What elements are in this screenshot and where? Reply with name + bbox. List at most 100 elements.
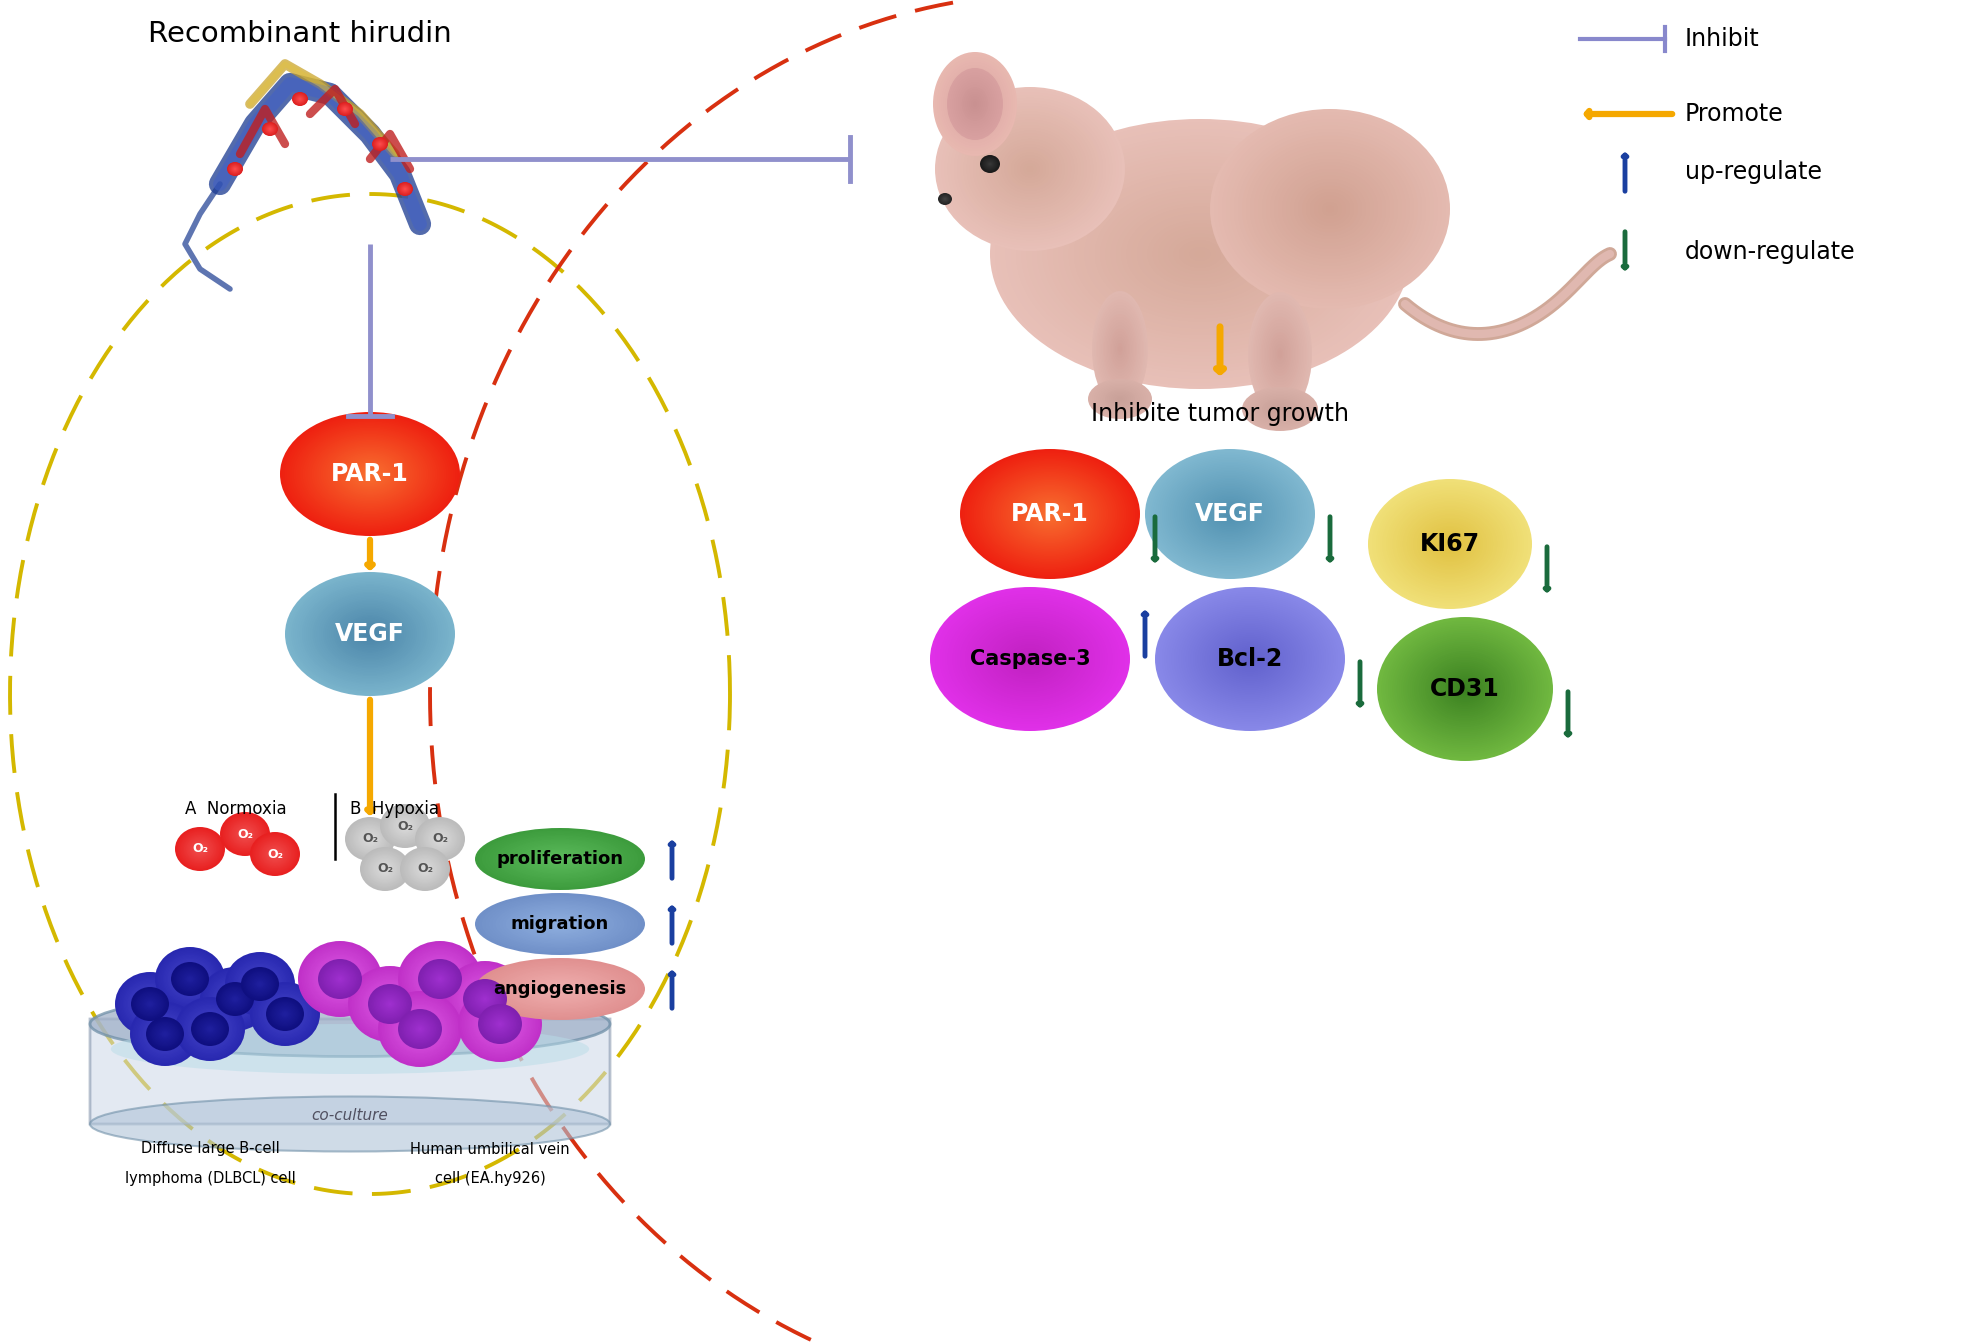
Ellipse shape xyxy=(433,832,448,845)
Ellipse shape xyxy=(397,183,413,195)
Ellipse shape xyxy=(1032,501,1067,527)
Ellipse shape xyxy=(200,966,270,1031)
Ellipse shape xyxy=(1178,474,1282,552)
Ellipse shape xyxy=(385,1000,395,1008)
Ellipse shape xyxy=(256,837,294,871)
Ellipse shape xyxy=(331,448,409,500)
Ellipse shape xyxy=(466,982,504,1016)
Ellipse shape xyxy=(1381,621,1550,758)
Ellipse shape xyxy=(470,985,500,1012)
Ellipse shape xyxy=(133,1004,196,1063)
Ellipse shape xyxy=(490,1015,510,1034)
Ellipse shape xyxy=(512,972,607,1007)
Ellipse shape xyxy=(317,438,423,509)
Ellipse shape xyxy=(425,825,456,853)
Ellipse shape xyxy=(311,590,429,677)
Ellipse shape xyxy=(990,630,1069,688)
Ellipse shape xyxy=(1391,497,1510,591)
Ellipse shape xyxy=(1091,292,1149,407)
Ellipse shape xyxy=(419,820,460,857)
Ellipse shape xyxy=(190,841,208,856)
Ellipse shape xyxy=(159,950,222,1008)
Ellipse shape xyxy=(492,1016,508,1032)
Ellipse shape xyxy=(488,833,631,886)
Ellipse shape xyxy=(482,1007,518,1040)
Ellipse shape xyxy=(932,52,1018,156)
Ellipse shape xyxy=(1450,676,1480,702)
Ellipse shape xyxy=(1222,508,1238,520)
Ellipse shape xyxy=(1411,644,1520,734)
Ellipse shape xyxy=(268,999,304,1030)
Ellipse shape xyxy=(234,960,286,1008)
Ellipse shape xyxy=(383,997,397,1011)
Ellipse shape xyxy=(1202,624,1298,695)
Ellipse shape xyxy=(952,603,1107,715)
Ellipse shape xyxy=(381,996,399,1012)
Ellipse shape xyxy=(276,1005,296,1023)
Ellipse shape xyxy=(940,195,950,203)
Ellipse shape xyxy=(343,108,345,110)
Ellipse shape xyxy=(1401,637,1530,741)
Ellipse shape xyxy=(363,832,377,845)
Ellipse shape xyxy=(986,161,994,167)
Ellipse shape xyxy=(244,969,276,999)
Ellipse shape xyxy=(1212,630,1288,688)
Ellipse shape xyxy=(411,1021,429,1038)
Text: O₂: O₂ xyxy=(433,832,448,845)
Ellipse shape xyxy=(482,996,488,1003)
Ellipse shape xyxy=(242,968,278,1000)
Ellipse shape xyxy=(956,81,994,128)
Ellipse shape xyxy=(1079,176,1321,332)
Ellipse shape xyxy=(335,450,405,497)
Ellipse shape xyxy=(252,976,268,992)
Ellipse shape xyxy=(1452,679,1478,700)
Text: cell (EA.hy926): cell (EA.hy926) xyxy=(434,1172,546,1187)
Ellipse shape xyxy=(171,962,208,996)
Ellipse shape xyxy=(220,986,248,1012)
Ellipse shape xyxy=(944,95,1115,243)
Text: Diffuse large B-cell: Diffuse large B-cell xyxy=(141,1141,280,1156)
Ellipse shape xyxy=(419,1027,423,1031)
Ellipse shape xyxy=(1244,388,1315,430)
Ellipse shape xyxy=(230,821,260,847)
Ellipse shape xyxy=(212,978,258,1020)
Ellipse shape xyxy=(1260,317,1300,391)
Ellipse shape xyxy=(228,992,242,1005)
Ellipse shape xyxy=(1036,504,1063,524)
Ellipse shape xyxy=(1274,341,1286,367)
Ellipse shape xyxy=(1298,183,1361,235)
Ellipse shape xyxy=(964,452,1135,575)
Ellipse shape xyxy=(264,844,286,864)
Ellipse shape xyxy=(377,862,393,876)
Ellipse shape xyxy=(363,851,407,887)
Ellipse shape xyxy=(389,1001,450,1056)
Ellipse shape xyxy=(1177,603,1323,715)
Ellipse shape xyxy=(169,960,210,999)
Ellipse shape xyxy=(474,892,645,956)
Ellipse shape xyxy=(288,574,452,695)
Ellipse shape xyxy=(1250,391,1309,426)
Ellipse shape xyxy=(1020,161,1040,177)
Ellipse shape xyxy=(234,825,256,843)
Ellipse shape xyxy=(290,418,450,530)
Ellipse shape xyxy=(266,126,274,132)
Ellipse shape xyxy=(1397,633,1534,745)
Ellipse shape xyxy=(1117,398,1123,401)
Ellipse shape xyxy=(298,97,304,101)
Ellipse shape xyxy=(250,974,270,993)
Ellipse shape xyxy=(948,98,1113,241)
Ellipse shape xyxy=(1103,388,1137,410)
Ellipse shape xyxy=(434,973,446,984)
Ellipse shape xyxy=(980,156,1000,172)
Ellipse shape xyxy=(411,857,438,882)
Ellipse shape xyxy=(480,995,490,1003)
Ellipse shape xyxy=(268,128,272,130)
Ellipse shape xyxy=(421,866,429,872)
Ellipse shape xyxy=(1403,638,1526,739)
Ellipse shape xyxy=(1018,159,1044,180)
Ellipse shape xyxy=(252,833,300,875)
Ellipse shape xyxy=(131,1003,200,1066)
Ellipse shape xyxy=(1216,634,1284,684)
Ellipse shape xyxy=(1111,332,1129,367)
Ellipse shape xyxy=(375,991,405,1017)
